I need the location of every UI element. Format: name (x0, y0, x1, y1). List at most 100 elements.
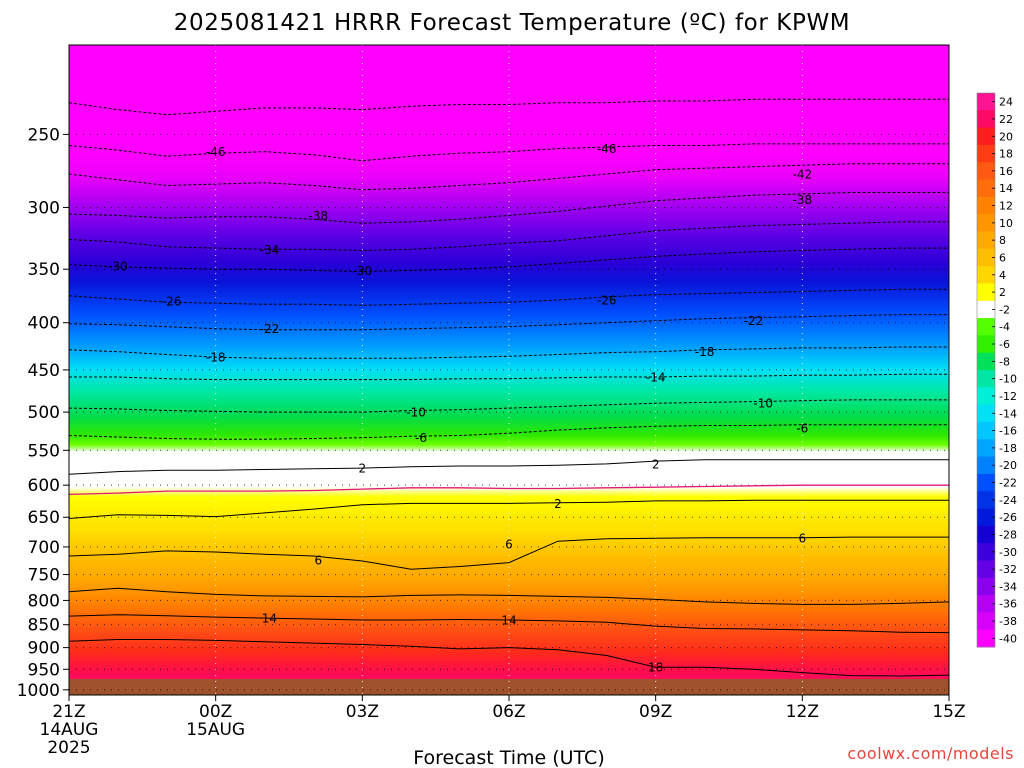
contour-lines (68, 98, 950, 677)
contour-minus6 (68, 424, 949, 440)
contour-label: -18 (206, 351, 226, 365)
colorbar-label: -24 (999, 494, 1017, 507)
contour-label: -22 (260, 322, 280, 336)
colorbar-swatch (977, 629, 995, 648)
y-tick-label: 350 (28, 260, 60, 280)
colorbar-label: -28 (999, 528, 1017, 541)
colorbar-label: -36 (999, 598, 1017, 611)
colorbar-label: 16 (999, 165, 1013, 178)
contour-2 (68, 484, 949, 496)
colorbar-swatch (977, 508, 995, 527)
colorbar-swatch (977, 214, 995, 232)
colorbar-swatch (977, 421, 995, 440)
colorbar-label: -18 (999, 442, 1017, 455)
colorbar-swatch (977, 283, 995, 302)
contour-label: -6 (796, 421, 808, 435)
x-tick-label: 21Z (52, 702, 85, 722)
colorbar-label: -40 (999, 632, 1017, 645)
contour-label: -30 (108, 259, 128, 273)
contour-6 (68, 536, 949, 570)
colorbar-label: 18 (999, 148, 1013, 161)
contour-label: 6 (315, 553, 323, 567)
contour-label: 14 (262, 612, 277, 626)
colorbar-label: -16 (999, 425, 1017, 438)
contour-label: -30 (353, 264, 373, 278)
colorbar-frame (976, 92, 996, 648)
contour-minus30 (68, 247, 949, 273)
x-tick-label: 15Z (932, 702, 965, 722)
colorbar-label: 14 (999, 182, 1013, 195)
contour-label: 2 (652, 457, 660, 471)
colorbar-swatch (977, 543, 995, 561)
colorbar-swatch (977, 110, 995, 129)
colorbar-label: -34 (999, 580, 1017, 593)
contour-minus10 (68, 399, 949, 413)
contour-minus38 (68, 192, 949, 224)
contour-label: 14 (501, 613, 516, 627)
colorbar-swatch (977, 595, 995, 613)
x-tick-label: 03Z (346, 702, 379, 722)
colorbar-swatch (977, 196, 995, 215)
colorbar: 24 22 20 18 16 14 12 10 8 6 4 2 -2 -4 -6 -8 -10 -12 -14 -16… (976, 92, 1017, 648)
colorbar-label: 22 (999, 113, 1013, 126)
contour-2 (68, 499, 949, 519)
colorbar-label: 4 (999, 269, 1006, 282)
contour-label: -26 (162, 295, 182, 309)
colorbar-swatch (977, 577, 995, 596)
colorbar-label: -10 (999, 373, 1017, 386)
colorbar-label: -38 (999, 615, 1017, 628)
contour-minus26 (68, 288, 949, 306)
contour-label: 18 (648, 661, 663, 675)
colorbar-label: -8 (999, 355, 1010, 368)
colorbar-label: -2 (999, 303, 1010, 316)
colorbar-label: 24 (999, 96, 1013, 109)
y-tick-label: 900 (28, 639, 60, 659)
y-tick-label: 400 (28, 314, 60, 334)
colorbar-label: 6 (999, 251, 1006, 264)
colorbar-swatch (977, 162, 995, 181)
y-axis: 250 300 350 400 450 500 550 600 650 700 750 800 850 9… (17, 125, 69, 701)
colorbar-swatch (977, 473, 995, 492)
colorbar-label: -30 (999, 546, 1017, 559)
x-tick-label: 00Z (199, 702, 232, 722)
colorbar-swatch (977, 439, 995, 458)
y-tick-label: 500 (28, 403, 60, 423)
colorbar-swatch (977, 127, 995, 146)
x-axis-label: Forecast Time (UTC) (413, 747, 604, 768)
contour-18 (68, 639, 950, 677)
contour-label: 2 (554, 497, 562, 511)
contour-14 (68, 587, 950, 605)
colorbar-swatch (977, 370, 995, 388)
y-tick-label: 300 (28, 198, 60, 218)
contour-minus22 (68, 314, 949, 331)
x-tick-label: 12Z (786, 702, 819, 722)
contour-2 (68, 459, 949, 475)
contour-label: 6 (505, 538, 513, 552)
contour-label: -18 (695, 345, 715, 359)
colorbar-label: 12 (999, 200, 1013, 213)
colorbar-swatch (977, 144, 995, 163)
y-tick-label: 700 (28, 538, 60, 558)
contour-label: -14 (646, 370, 666, 384)
contour-label: -42 (793, 168, 813, 182)
colorbar-swatch (977, 491, 995, 509)
y-tick-label: 1000 (17, 681, 60, 701)
y-tick-label: 750 (28, 566, 60, 586)
colorbar-label: -4 (999, 321, 1010, 334)
colorbar-swatch (977, 335, 995, 354)
colorbar-label: 8 (999, 234, 1006, 247)
contour-minus46 (68, 98, 949, 116)
contour-labels: -46 -46 -42 -38 -38 -34 -30 -30 -26 -26 -22 -22 -18 -… (108, 142, 813, 675)
x-tick-label: 15AUG (186, 720, 245, 740)
colorbar-label: 10 (999, 217, 1013, 230)
colorbar-label: -22 (999, 477, 1017, 490)
contour-minus34 (68, 221, 949, 252)
colorbar-label: -20 (999, 459, 1017, 472)
x-tick-label: 09Z (639, 702, 672, 722)
colorbar-label: 20 (999, 130, 1013, 143)
colorbar-swatch (977, 404, 995, 423)
colorbar-swatch (977, 248, 995, 267)
contour-minus14 (69, 373, 949, 381)
chart-title: 2025081421 HRRR Forecast Temperature (ºC… (174, 10, 850, 36)
y-tick-label: 450 (28, 361, 60, 381)
